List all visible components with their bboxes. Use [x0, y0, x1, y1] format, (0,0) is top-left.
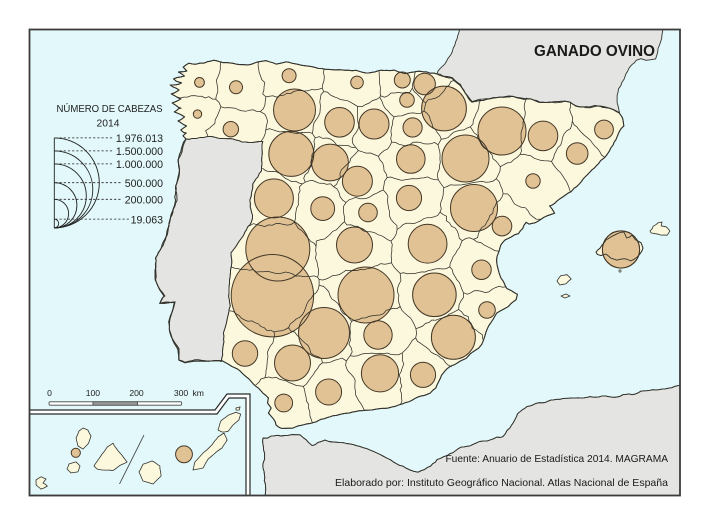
- svg-text:km: km: [193, 388, 204, 398]
- svg-text:2014: 2014: [97, 119, 120, 130]
- svg-text:19.063: 19.063: [131, 214, 164, 226]
- svg-text:300: 300: [174, 388, 189, 398]
- svg-text:Elaborado por: Instituto Geogr: Elaborado por: Instituto Geográfico Naci…: [335, 478, 668, 489]
- svg-text:100: 100: [86, 388, 101, 398]
- svg-text:0: 0: [47, 388, 52, 398]
- svg-text:1.000.000: 1.000.000: [116, 159, 163, 171]
- svg-text:200: 200: [129, 388, 144, 398]
- svg-text:NÚMERO DE CABEZAS: NÚMERO DE CABEZAS: [57, 102, 163, 115]
- svg-text:GANADO OVINO: GANADO OVINO: [534, 43, 655, 60]
- svg-text:200.000: 200.000: [125, 195, 163, 207]
- svg-text:500.000: 500.000: [125, 178, 163, 190]
- svg-text:Fuente: Anuario de Estadística: Fuente: Anuario de Estadística 2014. MAG…: [445, 454, 668, 465]
- svg-text:1.976.013: 1.976.013: [116, 133, 163, 145]
- svg-text:1.500.000: 1.500.000: [116, 146, 163, 158]
